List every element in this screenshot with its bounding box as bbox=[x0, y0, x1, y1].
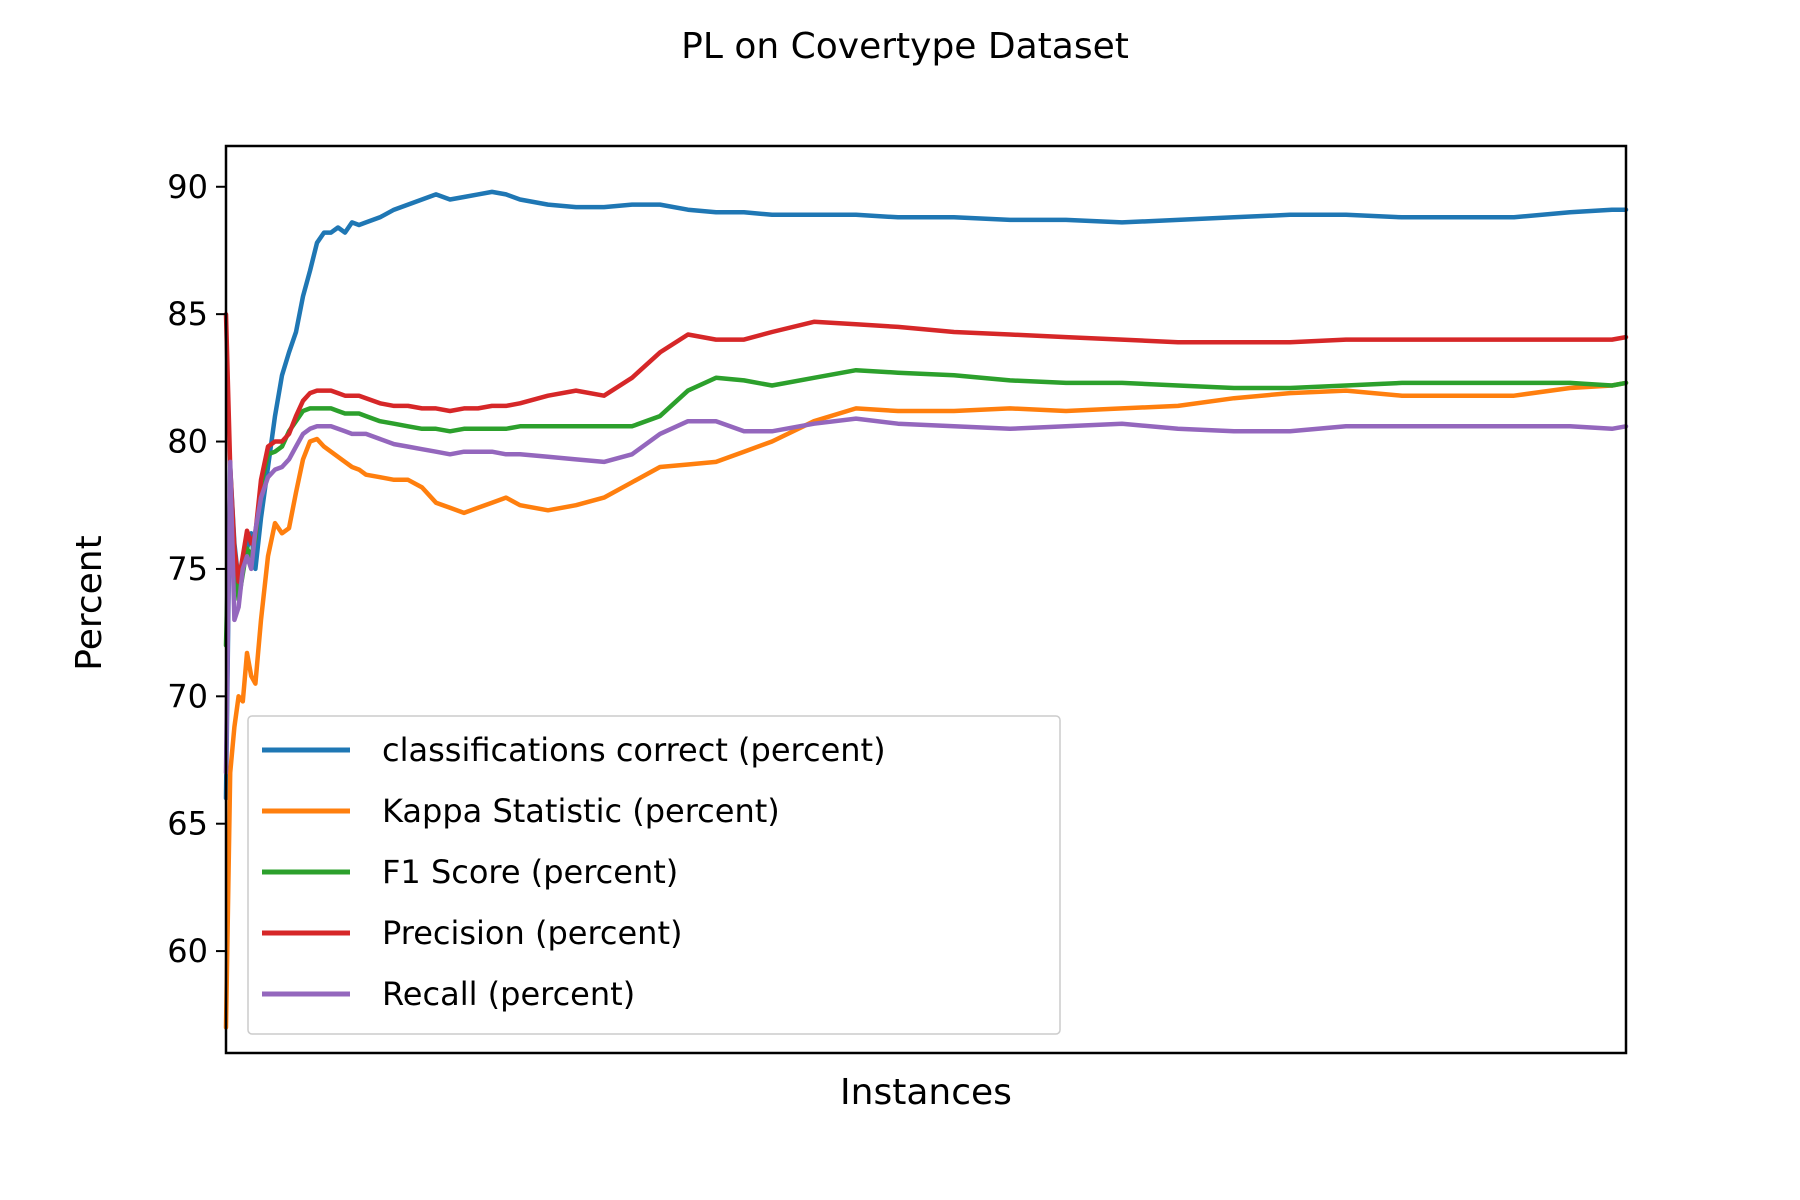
y-axis-label: Percent bbox=[69, 535, 110, 670]
series-line-3 bbox=[223, 311, 1629, 584]
y-axis: 60 65 70 75 80 85 90 bbox=[167, 168, 226, 970]
legend-label-0: classifications correct (percent) bbox=[382, 731, 886, 769]
legend-label-3: Precision (percent) bbox=[382, 914, 682, 952]
y-tick-label: 70 bbox=[167, 677, 208, 715]
y-tick-label: 60 bbox=[167, 932, 208, 970]
plot-lines bbox=[223, 189, 1629, 1030]
y-tick-label: 85 bbox=[167, 295, 208, 333]
legend: classifications correct (percent) Kappa S… bbox=[247, 715, 1061, 1035]
legend-label-2: F1 Score (percent) bbox=[382, 853, 678, 891]
series-line-0 bbox=[223, 189, 1629, 801]
legend-label-1: Kappa Statistic (percent) bbox=[382, 792, 780, 830]
series-line-1 bbox=[223, 380, 1629, 1030]
series-line-2 bbox=[223, 367, 1629, 648]
y-tick-label: 75 bbox=[167, 550, 208, 588]
plot-frame bbox=[224, 144, 1628, 1055]
legend-label-4: Recall (percent) bbox=[382, 975, 635, 1013]
y-tick-label: 80 bbox=[167, 423, 208, 461]
y-tick-label: 90 bbox=[167, 168, 208, 206]
legend-box bbox=[247, 715, 1061, 1035]
chart-title: PL on Covertype Dataset bbox=[681, 26, 1129, 67]
x-axis-label: Instances bbox=[840, 1072, 1012, 1113]
series-line-4 bbox=[223, 416, 1629, 775]
y-tick-label: 65 bbox=[167, 805, 208, 843]
